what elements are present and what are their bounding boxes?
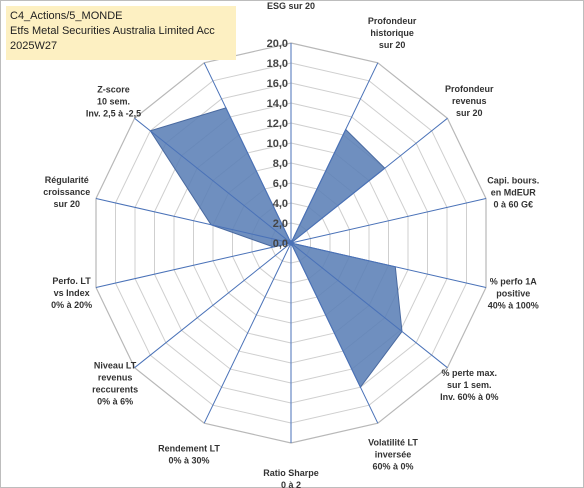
- axis-label-line: Ratio Sharpe: [263, 468, 319, 478]
- axis-spoke-3: [290, 198, 487, 244]
- axis-label-2: Profondeur revenus sur 20: [445, 84, 494, 118]
- axis-label-line: Perfo. LT: [52, 276, 91, 286]
- axis-spoke-8: [203, 242, 292, 424]
- axis-spoke-2: [290, 117, 448, 244]
- axis-label-line: 0 à 60 G€: [494, 199, 534, 209]
- tick-label-6: 12,0: [267, 118, 288, 130]
- axis-label-line: sur 20: [379, 40, 406, 50]
- axis-label-3: Capi. bours. en MdEUR 0 à 60 G€: [487, 175, 539, 209]
- radar-series: [95, 43, 487, 443]
- tick-label-0: 0,0: [273, 238, 288, 250]
- axis-label-line: vs Index: [54, 288, 90, 298]
- tick-label-7: 14,0: [267, 98, 288, 110]
- tick-label-2: 4,0: [273, 198, 288, 210]
- axis-label-line: Inv. 60% à 0%: [440, 392, 498, 402]
- axis-label-line: 0% à 30%: [168, 456, 209, 466]
- axis-label-line: ESG sur 20: [267, 1, 315, 11]
- axis-spoke-5: [290, 242, 448, 369]
- axis-label-line: Volatilité LT: [368, 438, 418, 448]
- axis-label-line: Régularité: [45, 175, 89, 185]
- title-line-3: 2025W27: [10, 40, 58, 52]
- axis-label-line: Niveau LT: [94, 360, 137, 370]
- axis-spoke-11: [95, 198, 292, 244]
- axis-label-line: historique: [370, 28, 414, 38]
- axis-label-line: 60% à 0%: [372, 462, 413, 472]
- axis-label-8: Rendement LT 0% à 30%: [158, 444, 220, 466]
- axis-label-12: Z-score 10 sem. Inv. 2,5 à -2,5: [86, 85, 141, 119]
- axis-label-line: 0 à 2: [281, 480, 301, 488]
- axis-label-line: Profondeur: [445, 84, 494, 94]
- axis-label-line: sur 1 sem.: [447, 380, 492, 390]
- axis-label-9: Niveau LT revenus reccurents 0% à 6%: [92, 360, 138, 406]
- axis-spoke-4: [290, 242, 487, 288]
- axis-label-line: % perfo 1A: [490, 277, 538, 287]
- title-line-2: Etfs Metal Securities Australia Limited …: [10, 25, 215, 37]
- tick-label-10: 20,0: [267, 38, 288, 50]
- axis-label-0: NoteESG sur 20: [267, 0, 315, 11]
- axis-label-line: 10 sem.: [97, 97, 130, 107]
- axis-label-1: Profondeur historique sur 20: [368, 16, 417, 50]
- axis-label-line: sur 20: [54, 199, 81, 209]
- axis-label-line: revenus: [98, 372, 133, 382]
- axis-label-line: revenus: [452, 96, 487, 106]
- tick-label-1: 2,0: [273, 218, 288, 230]
- axis-spoke-12: [134, 117, 292, 244]
- axis-label-line: Inv. 2,5 à -2,5: [86, 109, 141, 119]
- axis-label-4: % perfo 1A positive 40% à 100%: [488, 277, 539, 311]
- axis-spoke-9: [134, 242, 292, 369]
- axis-label-line: 40% à 100%: [488, 301, 539, 311]
- axis-label-line: 0% à 20%: [51, 300, 92, 310]
- tick-label-4: 8,0: [273, 158, 288, 170]
- axis-label-line: reccurents: [92, 384, 138, 394]
- axis-label-line: positive: [496, 289, 530, 299]
- axis-label-11: Régularité croissance sur 20: [43, 175, 90, 209]
- axis-label-line: Rendement LT: [158, 444, 220, 454]
- radial-tick-labels: 0,0 2,0 4,0 6,0 8,0 10,0 12,0 14,0 16,0 18,0 20,0: [267, 38, 288, 250]
- axis-label-7: Ratio Sharpe 0 à 2: [263, 468, 319, 488]
- tick-label-3: 6,0: [273, 178, 288, 190]
- axis-label-10: Perfo. LT vs Index 0% à 20%: [51, 276, 92, 310]
- axis-label-line: Capi. bours.: [487, 175, 539, 185]
- axis-label-line: croissance: [43, 187, 90, 197]
- axis-label-line: Z-score: [97, 85, 130, 95]
- tick-label-8: 16,0: [267, 78, 288, 90]
- title-line-1: C4_Actions/5_MONDE: [10, 10, 123, 22]
- axis-spoke-13: [203, 62, 292, 244]
- axis-label-line: % perte max.: [442, 368, 498, 378]
- axis-spoke-1: [290, 62, 379, 244]
- axis-spoke-10: [95, 242, 292, 288]
- axis-label-line: inversée: [375, 450, 412, 460]
- axis-label-line: Profondeur: [368, 16, 417, 26]
- axis-label-line: 0% à 6%: [97, 396, 133, 406]
- axis-label-line: en MdEUR: [491, 187, 537, 197]
- axis-label-6: Volatilité LT inversée 60% à 0%: [368, 438, 418, 472]
- tick-label-5: 10,0: [267, 138, 288, 150]
- axis-label-5: % perte max. sur 1 sem. Inv. 60% à 0%: [440, 368, 498, 402]
- chart-title-box: C4_Actions/5_MONDE Etfs Metal Securities…: [6, 6, 236, 60]
- axis-spoke-6: [290, 242, 379, 424]
- tick-label-9: 18,0: [267, 58, 288, 70]
- axis-label-line: sur 20: [456, 108, 483, 118]
